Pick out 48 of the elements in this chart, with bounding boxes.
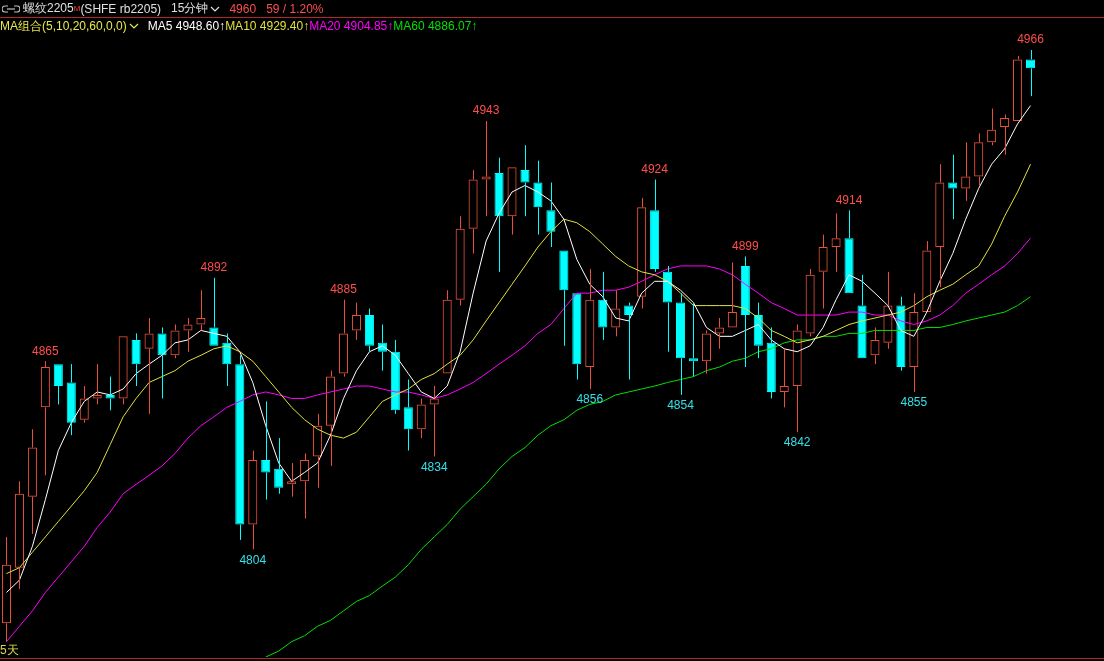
annotation: 4892	[200, 260, 228, 275]
annotation: 4885	[330, 281, 358, 296]
annotation: 4899	[731, 238, 760, 253]
annotation: 4966	[1017, 32, 1045, 47]
annotation: 4914	[835, 192, 863, 207]
candlestick	[274, 437, 284, 495]
text: MA组合(5,10,20,60,0,0)	[0, 17, 128, 35]
annotation: 4834	[420, 459, 448, 474]
annotation: 4855	[900, 395, 928, 410]
annotation: 4854	[667, 398, 695, 413]
candlestick	[131, 332, 141, 387]
candlestick	[844, 209, 854, 294]
candlestick	[364, 308, 374, 353]
annotation: 4924	[641, 161, 669, 176]
text: 4960	[229, 1, 257, 16]
candlestick	[688, 302, 699, 378]
annotation: 4865	[32, 343, 60, 358]
text: MA5 4948.60↑	[147, 19, 226, 33]
annotation: 4856	[576, 392, 604, 407]
candlestick	[740, 255, 750, 368]
annotation: 4842	[783, 435, 811, 450]
text: MA20 4904.85↑	[309, 19, 394, 33]
candlestick	[546, 182, 556, 248]
candlestick	[650, 179, 660, 273]
candlestick	[53, 364, 63, 405]
candlestick	[559, 250, 569, 347]
text: MA60 4886.07↑	[393, 19, 478, 33]
candlestick	[390, 339, 400, 415]
candlestick	[675, 292, 686, 396]
candlestick	[403, 379, 413, 452]
candlestick	[157, 326, 167, 399]
annotation: 4943	[472, 103, 500, 118]
text: MA10 4929.40↑	[225, 19, 310, 33]
candlestick	[235, 354, 245, 541]
text: 59 / 1.20%	[266, 1, 324, 16]
candlestick	[520, 144, 530, 217]
text: 15分钟	[171, 0, 210, 17]
candlestick	[857, 274, 867, 359]
candlestick	[766, 326, 776, 399]
candlestick	[494, 157, 504, 273]
candlestick	[66, 363, 76, 436]
annotation: 4804	[239, 552, 267, 567]
candlestick	[598, 271, 608, 341]
candlestick	[572, 293, 582, 381]
candlestick	[663, 265, 673, 353]
candlestick	[533, 160, 543, 236]
text: 5天	[0, 643, 19, 657]
candlestick	[209, 277, 219, 346]
